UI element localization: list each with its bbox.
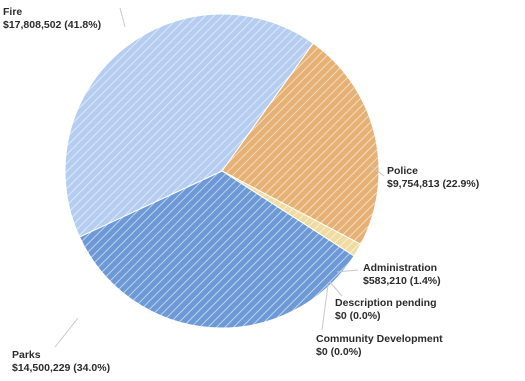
pie-slice-hatch-fire bbox=[64, 13, 314, 237]
slice-label-administration: Administration $583,210 (1.4%) bbox=[363, 262, 441, 288]
slice-label-police: Police $9,754,813 (22.9%) bbox=[387, 165, 479, 191]
pie-slice-hatch-parks bbox=[79, 171, 355, 329]
pie-slice-hatch-police bbox=[222, 43, 379, 245]
leader-line-fire bbox=[119, 7, 126, 28]
pie-slice-hatch-administration bbox=[222, 171, 361, 256]
slice-name-description-pending: Description pending bbox=[335, 297, 437, 309]
leader-line-administration bbox=[336, 269, 359, 273]
leader-line-police bbox=[370, 165, 385, 177]
slice-value-fire: $17,808,502 (41.8%) bbox=[3, 19, 102, 31]
slice-label-fire: Fire $17,808,502 (41.8%) bbox=[3, 6, 101, 32]
slice-value-parks: $14,500,229 (34.0%) bbox=[12, 362, 111, 374]
leader-line-parks bbox=[54, 317, 79, 348]
slice-name-police: Police bbox=[387, 165, 418, 177]
slice-label-community-development: Community Development $0 (0.0%) bbox=[316, 333, 443, 359]
slice-name-administration: Administration bbox=[363, 262, 438, 274]
slice-label-parks: Parks $14,500,229 (34.0%) bbox=[12, 349, 110, 375]
slice-value-community-development: $0 (0.0%) bbox=[316, 346, 362, 358]
leader-line-community-development bbox=[321, 284, 329, 331]
slice-name-fire: Fire bbox=[3, 6, 23, 18]
slice-name-parks: Parks bbox=[12, 349, 41, 361]
slice-label-description-pending: Description pending $0 (0.0%) bbox=[335, 297, 437, 323]
slice-value-description-pending: $0 (0.0%) bbox=[335, 310, 381, 322]
leader-line-description-pending bbox=[329, 281, 343, 297]
slice-name-community-development: Community Development bbox=[316, 333, 443, 345]
slice-value-administration: $583,210 (1.4%) bbox=[363, 275, 441, 287]
slice-value-police: $9,754,813 (22.9%) bbox=[387, 178, 480, 190]
